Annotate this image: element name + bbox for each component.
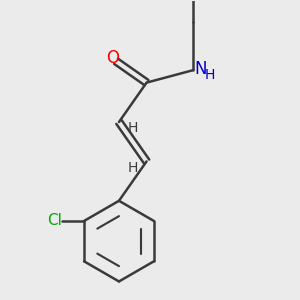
Text: H: H (128, 160, 138, 175)
Text: O: O (106, 49, 119, 67)
Text: H: H (205, 68, 215, 82)
Text: H: H (128, 121, 138, 135)
Text: N: N (195, 60, 207, 78)
Text: Cl: Cl (47, 214, 62, 229)
